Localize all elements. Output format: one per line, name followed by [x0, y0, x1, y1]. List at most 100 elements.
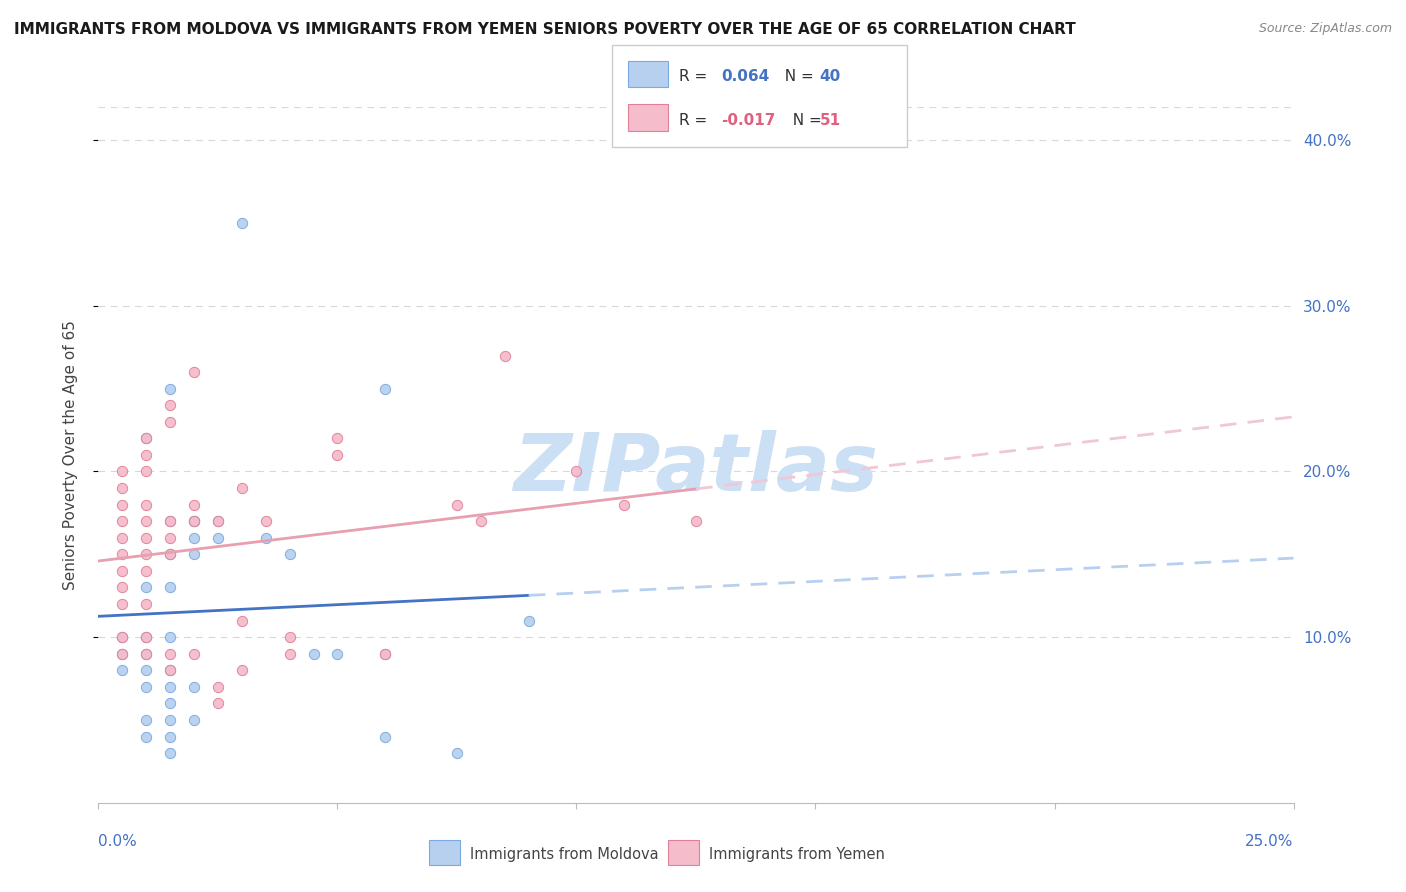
Text: IMMIGRANTS FROM MOLDOVA VS IMMIGRANTS FROM YEMEN SENIORS POVERTY OVER THE AGE OF: IMMIGRANTS FROM MOLDOVA VS IMMIGRANTS FR… — [14, 22, 1076, 37]
Text: N =: N = — [783, 113, 827, 128]
Point — [183, 547, 205, 561]
Point — [135, 431, 157, 445]
Point — [374, 647, 396, 661]
Point — [231, 663, 253, 677]
Point — [685, 514, 707, 528]
Point — [446, 498, 468, 512]
Point — [159, 630, 181, 644]
Point — [111, 630, 134, 644]
Point — [183, 365, 205, 379]
Point — [159, 663, 181, 677]
Point — [159, 730, 181, 744]
Text: R =: R = — [679, 70, 713, 84]
Point — [183, 531, 205, 545]
Text: N =: N = — [775, 70, 818, 84]
Point — [111, 465, 134, 479]
Point — [231, 481, 253, 495]
Point — [135, 531, 157, 545]
Text: Immigrants from Yemen: Immigrants from Yemen — [709, 847, 884, 862]
Point — [111, 531, 134, 545]
Point — [207, 680, 229, 694]
Point — [159, 663, 181, 677]
Point — [183, 647, 205, 661]
Point — [231, 614, 253, 628]
Point — [254, 531, 277, 545]
Text: 40: 40 — [820, 70, 841, 84]
Point — [111, 647, 134, 661]
Point — [470, 514, 492, 528]
Text: 51: 51 — [820, 113, 841, 128]
Point — [111, 581, 134, 595]
Point — [613, 498, 636, 512]
Point — [135, 647, 157, 661]
Point — [135, 597, 157, 611]
Point — [111, 564, 134, 578]
Point — [135, 647, 157, 661]
Point — [183, 514, 205, 528]
Point — [159, 746, 181, 760]
Point — [159, 547, 181, 561]
Point — [326, 647, 349, 661]
Point — [111, 481, 134, 495]
Point — [254, 514, 277, 528]
Point — [111, 514, 134, 528]
Point — [183, 514, 205, 528]
Y-axis label: Seniors Poverty Over the Age of 65: Seniors Poverty Over the Age of 65 — [63, 320, 77, 590]
Point — [159, 514, 181, 528]
Point — [135, 680, 157, 694]
Point — [135, 514, 157, 528]
Text: Immigrants from Moldova: Immigrants from Moldova — [470, 847, 658, 862]
Point — [135, 581, 157, 595]
Point — [278, 647, 301, 661]
Point — [159, 398, 181, 412]
Point — [183, 713, 205, 727]
Point — [159, 713, 181, 727]
Point — [207, 531, 229, 545]
Point — [111, 630, 134, 644]
Point — [135, 431, 157, 445]
Point — [135, 630, 157, 644]
Point — [111, 547, 134, 561]
Point — [494, 349, 516, 363]
Text: R =: R = — [679, 113, 713, 128]
Point — [207, 514, 229, 528]
Point — [135, 465, 157, 479]
Point — [159, 547, 181, 561]
Point — [302, 647, 325, 661]
Point — [446, 746, 468, 760]
Point — [135, 713, 157, 727]
Point — [183, 498, 205, 512]
Point — [374, 382, 396, 396]
Point — [326, 431, 349, 445]
Point — [135, 663, 157, 677]
Point — [231, 216, 253, 230]
Point — [278, 547, 301, 561]
Text: ZIPatlas: ZIPatlas — [513, 430, 879, 508]
Text: 0.064: 0.064 — [721, 70, 769, 84]
Point — [159, 514, 181, 528]
Point — [135, 498, 157, 512]
Point — [326, 448, 349, 462]
Text: -0.017: -0.017 — [721, 113, 776, 128]
Point — [159, 531, 181, 545]
Point — [159, 697, 181, 711]
Point — [135, 448, 157, 462]
Point — [374, 730, 396, 744]
Point — [159, 415, 181, 429]
Point — [111, 597, 134, 611]
Point — [159, 647, 181, 661]
Point — [159, 680, 181, 694]
Point — [565, 465, 588, 479]
Point — [111, 663, 134, 677]
Text: Source: ZipAtlas.com: Source: ZipAtlas.com — [1258, 22, 1392, 36]
Text: 25.0%: 25.0% — [1246, 834, 1294, 849]
Point — [374, 647, 396, 661]
Point — [207, 514, 229, 528]
Point — [135, 564, 157, 578]
Point — [135, 547, 157, 561]
Point — [159, 581, 181, 595]
Point — [135, 630, 157, 644]
Point — [111, 498, 134, 512]
Point — [207, 697, 229, 711]
Point — [517, 614, 540, 628]
